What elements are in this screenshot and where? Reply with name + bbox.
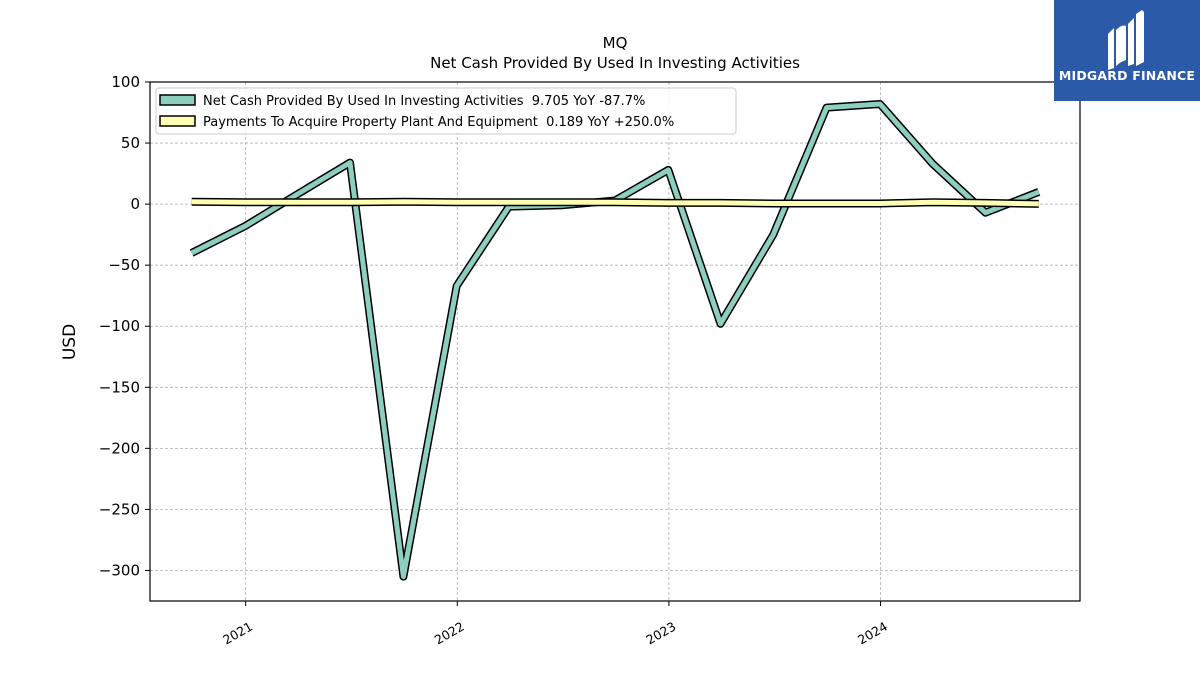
y-tick-label: 50 xyxy=(121,134,140,152)
series-outline xyxy=(189,100,1041,581)
midgard-finance-logo: MIDGARD FINANCE xyxy=(1054,0,1200,101)
y-tick-label: −150 xyxy=(99,378,140,396)
midgard-logo-icon xyxy=(1108,10,1144,70)
brand-name: MIDGARD FINANCE xyxy=(1058,68,1196,83)
x-tick-label: 2024 xyxy=(855,619,890,648)
x-tick-label: 2021 xyxy=(220,619,255,648)
y-tick-label: −50 xyxy=(108,256,140,274)
y-tick-label: −200 xyxy=(99,439,140,457)
y-tick-label: −300 xyxy=(99,561,140,579)
legend: Net Cash Provided By Used In Investing A… xyxy=(155,87,737,135)
y-tick-label: −250 xyxy=(99,500,140,518)
series-line-2 xyxy=(191,197,1039,208)
y-axis: 100 50 0 −50 −100 −150 −200 −250 −300 xyxy=(99,73,150,579)
legend-swatch xyxy=(159,94,196,106)
x-tick-label: 2023 xyxy=(643,619,678,648)
series-line-1 xyxy=(189,100,1041,581)
grid xyxy=(150,81,1080,601)
series-stroke xyxy=(191,199,1039,207)
legend-box xyxy=(155,87,737,135)
x-axis: 2021 2022 2023 2024 xyxy=(220,601,890,648)
y-tick-label: −100 xyxy=(99,317,140,335)
x-tick-label: 2022 xyxy=(432,619,467,648)
series-stroke xyxy=(190,101,1040,580)
y-tick-label: 0 xyxy=(130,195,140,213)
y-tick-label: 100 xyxy=(111,73,140,91)
chart-title: MQ xyxy=(603,34,628,52)
legend-swatch xyxy=(159,115,196,127)
plot-area xyxy=(149,81,1081,602)
chart-subtitle: Net Cash Provided By Used In Investing A… xyxy=(430,54,800,72)
y-axis-label: USD xyxy=(60,324,80,360)
legend-label: Net Cash Provided By Used In Investing A… xyxy=(203,94,645,109)
series-lines xyxy=(189,100,1041,581)
legend-label: Payments To Acquire Property Plant And E… xyxy=(203,115,674,130)
